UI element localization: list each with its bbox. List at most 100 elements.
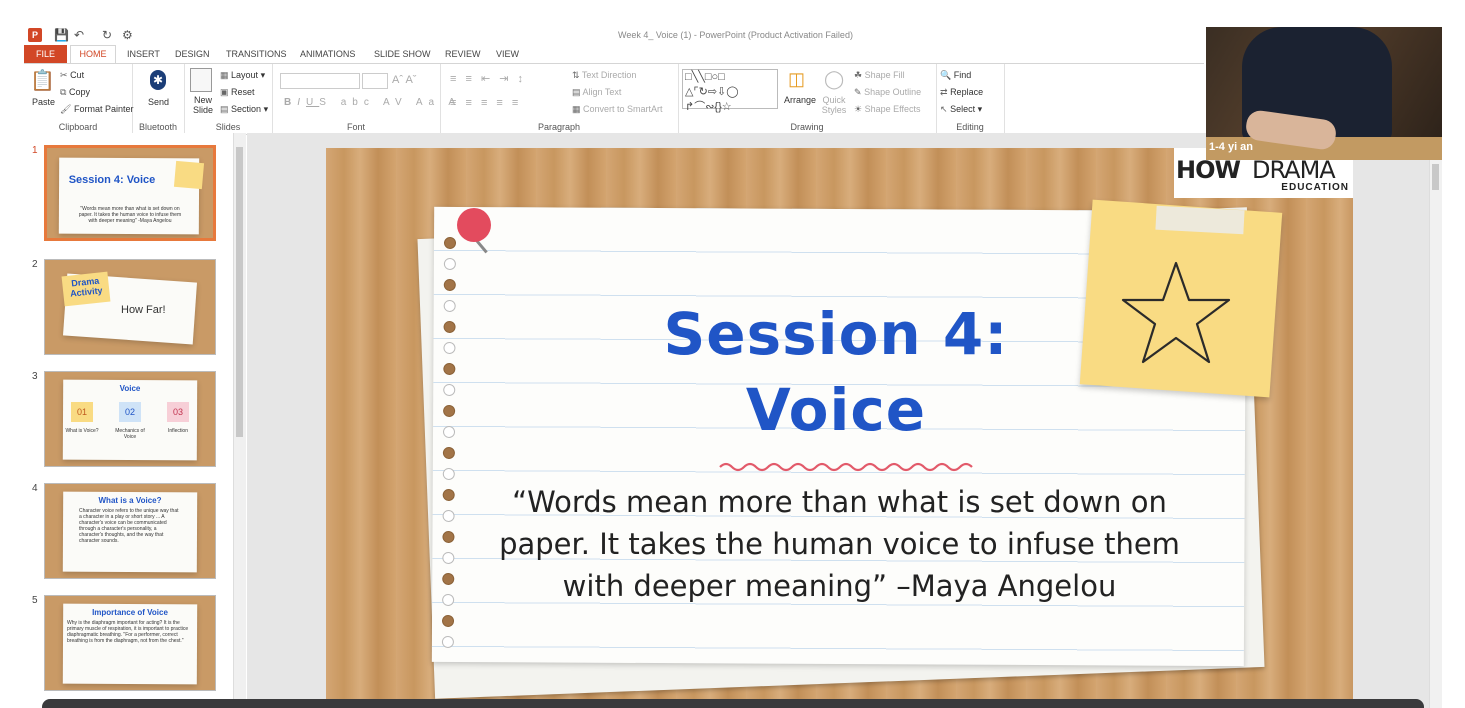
cut-label: Cut xyxy=(70,70,85,80)
font-size-select[interactable] xyxy=(362,73,388,89)
layout-button[interactable]: ▦ Layout ▾ xyxy=(220,70,266,80)
convert-smartart-button[interactable]: ▦ Convert to SmartArt xyxy=(572,104,663,115)
hole xyxy=(442,467,455,480)
hole xyxy=(442,551,455,564)
new-slide-icon[interactable] xyxy=(190,68,212,92)
thumb-number-2: 2 xyxy=(32,259,38,270)
thumb5-body: Why is the diaphragm important for actin… xyxy=(67,620,189,644)
tab-review[interactable]: REVIEW xyxy=(445,49,481,59)
ribbon: 📋 Paste ✂ Cut ⧉ Copy 🖌 Format Painter Cl… xyxy=(24,63,1204,135)
canvas-scrollbar-thumb[interactable] xyxy=(1432,164,1439,190)
font-name-select[interactable] xyxy=(280,73,360,89)
meeting-controls-bar[interactable] xyxy=(42,699,1424,708)
thumb4-title: What is a Voice? xyxy=(98,496,162,505)
participant-name: 1-4 yi an xyxy=(1209,141,1254,153)
hole xyxy=(443,362,456,375)
shape-effects-label: Shape Effects xyxy=(864,104,921,114)
bluetooth-group-label: Bluetooth xyxy=(138,122,178,132)
main-slide[interactable]: Session 4: Voice “Words mean more than w… xyxy=(326,148,1353,708)
slide-quote[interactable]: “Words mean more than what is set down o… xyxy=(466,481,1213,607)
arrange-icon[interactable]: ◫ xyxy=(788,69,806,89)
hole xyxy=(442,509,455,522)
slides-group-label: Slides xyxy=(215,122,241,132)
drawing-group: □╲╲□○□ △⌜↻⇨⇩◯ ↱⌒∾{}☆ ◫ Arrange ◯ Quick Sty… xyxy=(678,64,937,134)
align-text-button[interactable]: ▤ Align Text xyxy=(572,87,621,98)
slide-thumbnail-5[interactable]: Importance of Voice Why is the diaphragm… xyxy=(44,595,216,691)
shape-outline-button[interactable]: ✎ Shape Outline xyxy=(854,87,921,98)
push-pin-icon xyxy=(457,208,491,242)
alignment-buttons[interactable]: ≡ ≡ ≡ ≡ ≡ xyxy=(450,97,522,109)
arrange-button[interactable]: Arrange xyxy=(784,95,817,105)
send-button[interactable]: Send xyxy=(148,97,170,107)
undo-icon[interactable]: ↶ xyxy=(74,28,85,42)
binder-holes xyxy=(441,236,457,667)
bluetooth-group: ✱ Send Bluetooth xyxy=(132,64,185,134)
slide-title[interactable]: Session 4: Voice xyxy=(556,296,1116,448)
paste-icon[interactable]: 📋 xyxy=(30,70,55,92)
drawing-group-label: Drawing xyxy=(790,122,824,132)
tab-insert[interactable]: INSERT xyxy=(127,49,160,59)
quick-styles-button[interactable]: Quick Styles xyxy=(821,95,847,115)
text-direction-button[interactable]: ⇅ Text Direction xyxy=(572,70,636,81)
thumb1-quote: "Words mean more than what is set down o… xyxy=(78,206,182,224)
window-title: Week 4_ Voice (1) - PowerPoint (Product … xyxy=(618,30,853,40)
logo-education: EDUCATION xyxy=(1281,182,1349,193)
new-slide-button[interactable]: New Slide xyxy=(192,95,213,115)
text-direction-icon: ⇅ xyxy=(572,70,580,80)
reset-icon: ▣ xyxy=(220,87,229,97)
tab-slide-show[interactable]: SLIDE SHOW xyxy=(374,49,431,59)
tab-transitions[interactable]: TRANSITIONS xyxy=(226,49,287,59)
section-label: Section xyxy=(231,104,262,114)
section-button[interactable]: ▤ Section ▾ xyxy=(220,104,269,114)
effects-icon: ☀ xyxy=(854,104,863,114)
shape-fill-button[interactable]: ☘ Shape Fill xyxy=(854,70,905,81)
align-text-icon: ▤ xyxy=(572,87,581,97)
bluetooth-icon[interactable]: ✱ xyxy=(150,70,166,90)
tab-animations[interactable]: ANIMATIONS xyxy=(300,49,356,59)
thumb-number-3: 3 xyxy=(32,371,38,382)
tab-home[interactable]: HOME xyxy=(70,45,116,63)
logo-how: HOW xyxy=(1176,156,1241,184)
clipboard-group-label: Clipboard xyxy=(58,122,98,132)
slide-thumbnail-4[interactable]: What is a Voice? Character voice refers … xyxy=(44,483,216,579)
scrollbar-thumb[interactable] xyxy=(236,147,243,437)
fill-bucket-icon: ☘ xyxy=(854,70,863,80)
grow-font-icon[interactable]: Aˆ Aˇ xyxy=(392,74,417,86)
paragraph-group-label: Paragraph xyxy=(537,122,581,132)
hole xyxy=(442,425,456,438)
slide-title-line-2: Voice xyxy=(745,376,927,444)
participant-video-tile[interactable]: 1-4 yi an xyxy=(1206,27,1442,160)
slide-thumbnail-3[interactable]: Voice 01 02 03 What is Voice? Mechanics … xyxy=(44,371,216,467)
thumbnail-scrollbar[interactable] xyxy=(233,133,246,708)
select-button[interactable]: ↖ Select ▾ xyxy=(940,104,983,114)
reset-button[interactable]: ▣ Reset xyxy=(220,87,255,98)
font-style-buttons[interactable]: BIUS abc AV Aa A xyxy=(284,97,461,108)
slide-thumbnail-2[interactable]: Drama Activity How Far! xyxy=(44,259,216,355)
canvas-scrollbar[interactable] xyxy=(1429,160,1442,708)
save-icon[interactable]: 💾 xyxy=(54,28,69,42)
slide-thumbnail-1[interactable]: Session 4: Voice "Words mean more than w… xyxy=(44,145,216,241)
hole xyxy=(441,614,455,627)
customize-qat-icon[interactable]: ⚙ xyxy=(122,28,133,42)
copy-button[interactable]: ⧉ Copy xyxy=(60,87,90,98)
hole xyxy=(442,488,455,501)
binoculars-icon: 🔍 xyxy=(940,70,952,80)
replace-button[interactable]: ⇄ Replace xyxy=(940,87,983,98)
redo-icon[interactable]: ↻ xyxy=(102,28,113,42)
format-painter-button[interactable]: 🖌 Format Painter xyxy=(60,104,133,115)
tab-design[interactable]: DESIGN xyxy=(175,49,210,59)
ribbon-tabs: FILE HOME INSERT DESIGN TRANSITIONS ANIM… xyxy=(24,45,1204,63)
copy-icon: ⧉ xyxy=(60,87,67,97)
list-buttons[interactable]: ≡ ≡ ⇤ ⇥ ↕ xyxy=(450,73,526,85)
cut-button[interactable]: ✂ Cut xyxy=(60,70,84,81)
tab-view[interactable]: VIEW xyxy=(496,49,520,59)
shape-effects-button[interactable]: ☀ Shape Effects xyxy=(854,104,920,115)
thumb3-title: Voice xyxy=(119,384,141,393)
quick-styles-icon[interactable]: ◯ xyxy=(824,69,845,89)
find-label: Find xyxy=(953,70,972,80)
tab-file[interactable]: FILE xyxy=(24,45,67,63)
paste-button[interactable]: Paste xyxy=(32,97,56,107)
find-button[interactable]: 🔍 Find xyxy=(940,70,971,81)
shapes-gallery[interactable]: □╲╲□○□ △⌜↻⇨⇩◯ ↱⌒∾{}☆ xyxy=(682,69,778,113)
thumb4-body: Character voice refers to the unique way… xyxy=(79,508,179,544)
